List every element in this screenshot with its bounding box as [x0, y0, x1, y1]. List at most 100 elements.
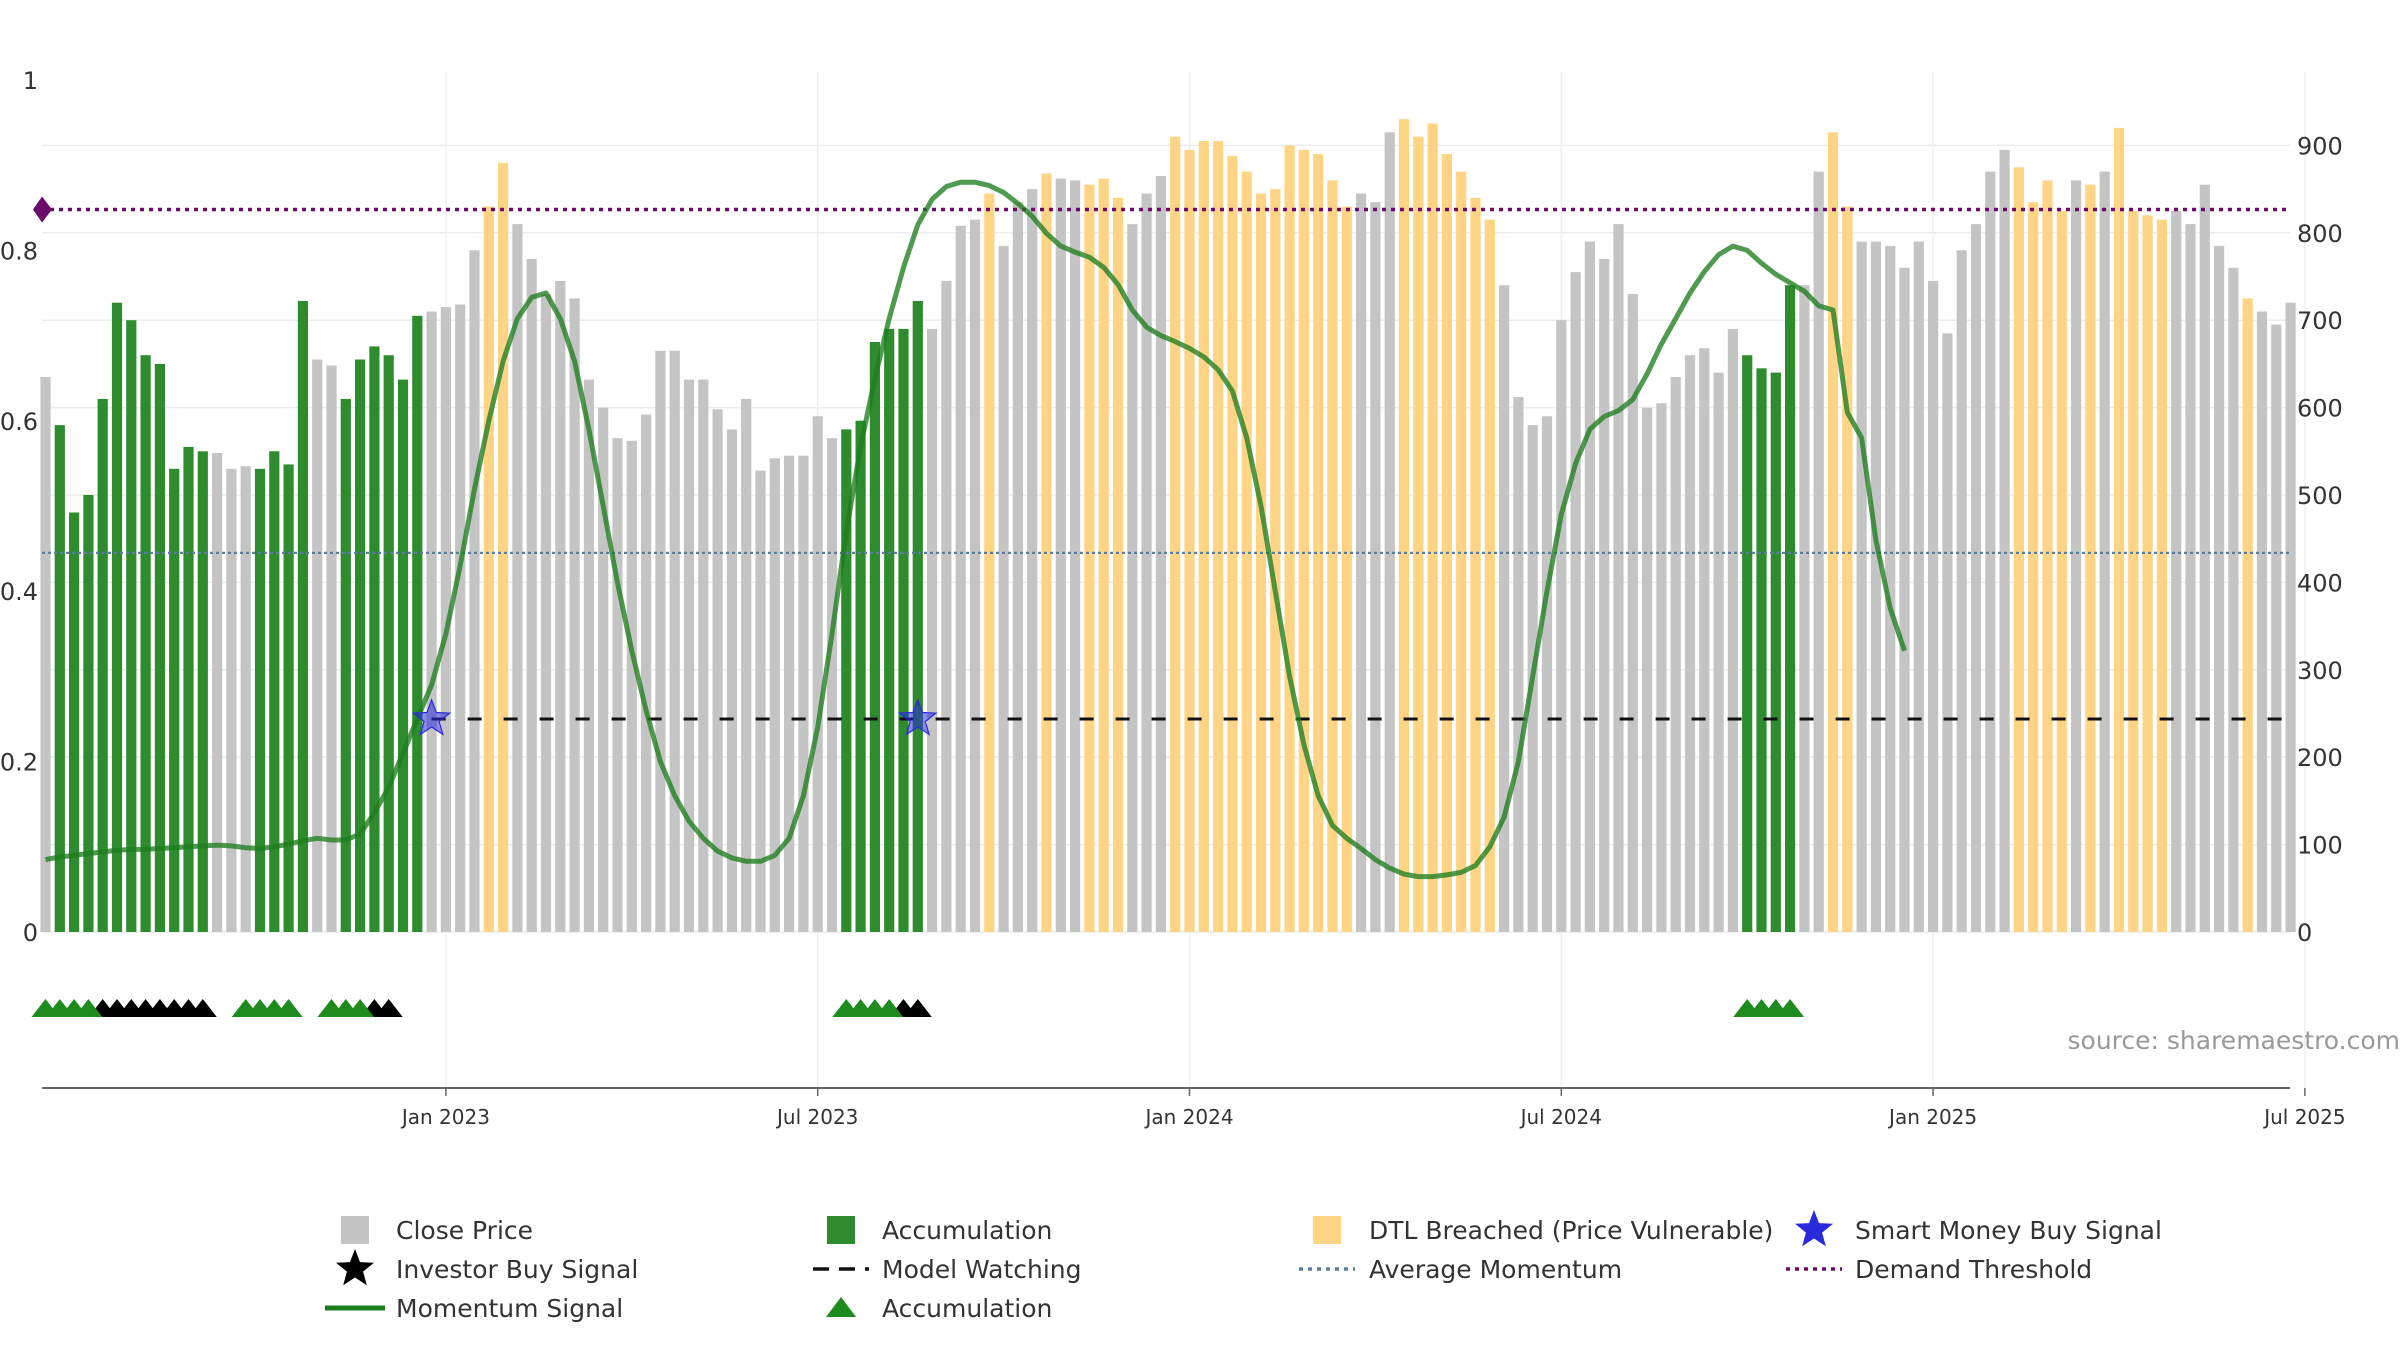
- close-price-bar: [2199, 184, 2210, 932]
- close-price-bar: [1613, 224, 1624, 933]
- dtl-breached-bar: [2113, 127, 2125, 932]
- close-price-bar: [2256, 311, 2268, 932]
- legend-label: Demand Threshold: [1855, 1255, 2092, 1284]
- accumulation-bar: [54, 425, 65, 932]
- dtl-breached-bar: [1313, 154, 1324, 933]
- close-price-bar: [1684, 355, 1696, 932]
- close-price-bar: [1713, 372, 1724, 933]
- right-tick-label: 800: [2297, 220, 2343, 248]
- close-price-bar: [1584, 241, 1595, 932]
- dtl-breached-bar: [1084, 184, 1095, 932]
- left-tick-label: 0.4: [0, 578, 38, 606]
- investor-triangle: [374, 999, 403, 1017]
- close-price-bar: [612, 438, 623, 932]
- dtl-breached-bar: [984, 193, 995, 932]
- smart-money-star: [411, 698, 452, 736]
- left-tick-label: 1: [23, 67, 38, 95]
- legend-label: Accumulation: [882, 1294, 1052, 1323]
- right-tick-label: 900: [2297, 132, 2343, 160]
- legend-swatch: [827, 1216, 855, 1244]
- close-price-bar: [2214, 245, 2225, 932]
- accumulation-bar: [340, 398, 351, 932]
- accumulation-bar: [412, 315, 423, 932]
- accumulation-bar: [884, 328, 895, 932]
- accumulation-triangle: [1776, 999, 1805, 1017]
- close-price-bar: [226, 468, 237, 932]
- close-price-bar: [1141, 193, 1152, 932]
- accumulation-bar: [1756, 368, 1767, 932]
- dtl-breached-bar: [2128, 211, 2139, 932]
- axes-layer: Jan 2023 Jul 2023 Jan 2024 Jul 2024 Jan 2025…: [0, 67, 2346, 1129]
- accumulation-bar: [140, 355, 151, 932]
- x-tick-label: Jul 2024: [1519, 1105, 1602, 1129]
- close-price-bar: [1627, 294, 1638, 932]
- dtl-breached-bar: [1341, 206, 1352, 933]
- legend-label: Model Watching: [882, 1255, 1082, 1284]
- accumulation-bar: [126, 320, 137, 932]
- x-tick-label: Jul 2025: [2262, 1105, 2345, 1129]
- legend-star-icon: [336, 1249, 374, 1286]
- accumulation-bar: [855, 420, 866, 932]
- close-price-bar: [1885, 245, 1896, 932]
- close-price-bar: [2285, 302, 2296, 932]
- dtl-breached-bar: [1470, 197, 1481, 933]
- close-price-bar: [826, 438, 838, 932]
- close-price-bar: [1356, 193, 1367, 932]
- legend-item-demand-threshold: Demand Threshold: [1786, 1255, 2092, 1284]
- dtl-breached-bar: [1398, 119, 1410, 932]
- legend-swatch: [1313, 1216, 1341, 1244]
- close-price-bar: [798, 455, 809, 932]
- accumulation-triangle: [74, 999, 103, 1017]
- close-price-bar: [941, 280, 952, 932]
- investor-triangle: [188, 999, 217, 1017]
- lines-layer: [33, 179, 2290, 880]
- bars-layer: [40, 119, 2296, 933]
- legend-star-icon: [1795, 1210, 1833, 1247]
- close-price-bar: [1799, 285, 1810, 932]
- close-price-bar: [1985, 171, 1996, 933]
- legend-label: Investor Buy Signal: [396, 1255, 638, 1284]
- close-price-bar: [927, 328, 938, 932]
- close-price-bar: [540, 294, 552, 932]
- dtl-breached-bar: [483, 206, 494, 933]
- accumulation-bar: [1742, 355, 1753, 932]
- close-price-bar: [598, 407, 609, 933]
- accumulation-bar: [898, 328, 909, 932]
- right-tick-label: 0: [2297, 919, 2312, 947]
- dtl-breached-bar: [1255, 193, 1267, 932]
- dtl-breached-bar: [2042, 180, 2053, 932]
- close-price-bar: [326, 365, 337, 933]
- accumulation-bar: [1770, 372, 1781, 933]
- close-price-bar: [555, 280, 566, 932]
- close-price-bar: [2228, 267, 2239, 932]
- close-price-bar: [1670, 377, 1681, 932]
- x-tick-label: Jan 2025: [1887, 1105, 1977, 1129]
- accumulation-bar: [169, 468, 180, 932]
- legend: Close Price Accumulation DTL Breached (Pri…: [325, 1210, 2162, 1323]
- legend-label: Accumulation: [882, 1216, 1052, 1245]
- legend-label: Close Price: [396, 1216, 533, 1245]
- accumulation-bar: [154, 363, 165, 932]
- legend-item-accumulation: Accumulation: [827, 1216, 1052, 1245]
- legend-label: Smart Money Buy Signal: [1855, 1216, 2162, 1245]
- accumulation-bar: [383, 355, 394, 932]
- close-price-bar: [698, 379, 709, 933]
- legend-item-acc-marker: Accumulation: [826, 1294, 1052, 1323]
- close-price-bar: [1027, 189, 1038, 933]
- close-price-bar: [1999, 149, 2010, 933]
- close-price-bar: [1599, 259, 1610, 932]
- accumulation-bar: [69, 512, 80, 932]
- accumulation-bar: [283, 464, 294, 932]
- close-price-bar: [312, 359, 323, 932]
- accumulation-bar: [183, 446, 194, 932]
- right-tick-label: 400: [2297, 569, 2343, 597]
- accumulation-triangle: [274, 999, 303, 1017]
- momentum-signal-line: [45, 179, 1907, 880]
- close-price-bar: [669, 350, 680, 932]
- x-tick-label: Jan 2024: [1143, 1105, 1233, 1129]
- close-price-bar: [1656, 403, 1667, 932]
- close-price-bar: [1642, 407, 1653, 933]
- close-price-bar: [1384, 132, 1395, 933]
- dtl-breached-bar: [2156, 219, 2167, 932]
- close-price-bar: [726, 429, 737, 932]
